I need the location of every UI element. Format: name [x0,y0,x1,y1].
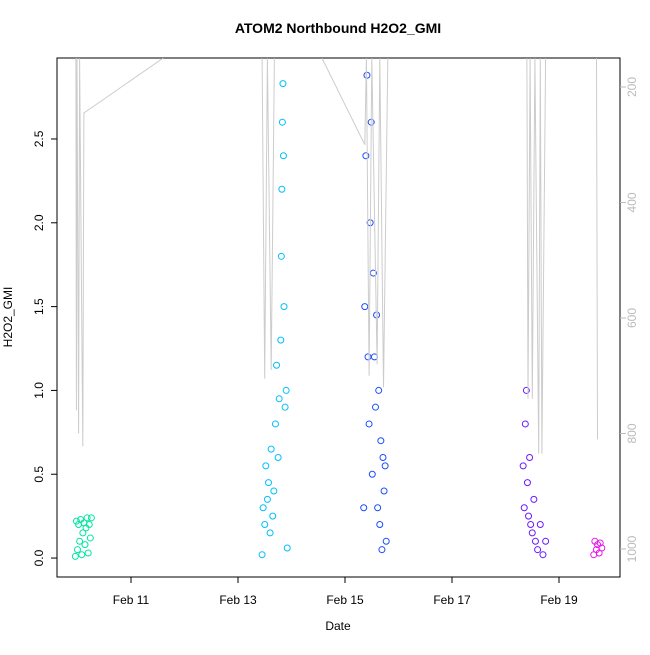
x-tick-label: Feb 11 [113,593,150,607]
point [267,445,275,453]
point [270,487,278,495]
y-tick-label: 1.5 [32,298,46,315]
point [534,546,542,554]
point [382,537,390,545]
y2-tick-label: 200 [625,77,639,97]
point [521,420,529,428]
point [519,462,527,470]
y-tick-label: 1.0 [32,382,46,399]
point [361,303,369,311]
point [374,504,382,512]
point [368,470,376,478]
point [71,552,79,560]
point [371,403,379,411]
point [262,462,270,470]
point [85,521,93,529]
point [73,546,81,554]
point [275,395,283,403]
y2-tick-label: 400 [625,192,639,212]
point [523,479,531,487]
point [264,479,272,487]
point [277,336,285,344]
point [81,541,89,549]
point [79,529,87,537]
point [530,495,538,503]
point [277,252,285,260]
point [266,529,274,537]
point [278,118,286,126]
point [365,420,373,428]
point [263,495,271,503]
y2-tick-label: 1000 [625,535,639,562]
point [527,521,535,529]
point [274,453,282,461]
point [539,551,547,559]
x-tick-label: Feb 19 [540,593,578,607]
point [525,512,533,520]
y2-tick-label: 600 [625,308,639,328]
point [259,504,267,512]
point [84,549,92,557]
x-tick-label: Feb 17 [433,593,471,607]
point [279,152,287,160]
point [271,420,279,428]
point [258,551,266,559]
y-tick-label: 0.5 [32,466,46,483]
point [362,152,370,160]
point [596,539,604,547]
x-tick-label: Feb 15 [326,593,364,607]
y-tick-label: 2.0 [32,214,46,231]
y-axis-label: H2O2_GMI [1,287,15,348]
point [279,80,287,88]
chart-title: ATOM2 Northbound H2O2_GMI [235,20,441,36]
plot-area [71,58,606,560]
point [282,386,290,394]
point [598,544,606,552]
pressure-line [75,58,598,454]
point [381,462,389,470]
x-axis-label: Date [325,619,351,633]
point [87,514,95,522]
point [76,537,84,545]
point [522,386,530,394]
point [364,353,372,361]
x-tick-label: Feb 13 [219,593,257,607]
point [281,403,289,411]
point [375,386,383,394]
point [528,529,536,537]
point [86,534,94,542]
point [78,551,86,559]
point [269,512,277,520]
point [360,504,368,512]
point [379,453,387,461]
point [377,437,385,445]
point [378,546,386,554]
point [261,521,269,529]
point [380,487,388,495]
point [280,303,288,311]
point [283,544,291,552]
y-tick-label: 0.0 [32,549,46,566]
y2-tick-label: 800 [625,423,639,443]
point [273,361,281,369]
point [278,185,286,193]
point [526,453,534,461]
y-tick-label: 2.5 [32,130,46,147]
point [520,504,528,512]
point [531,537,539,545]
point [376,521,384,529]
point [542,537,550,545]
point [83,514,91,522]
point [536,521,544,529]
